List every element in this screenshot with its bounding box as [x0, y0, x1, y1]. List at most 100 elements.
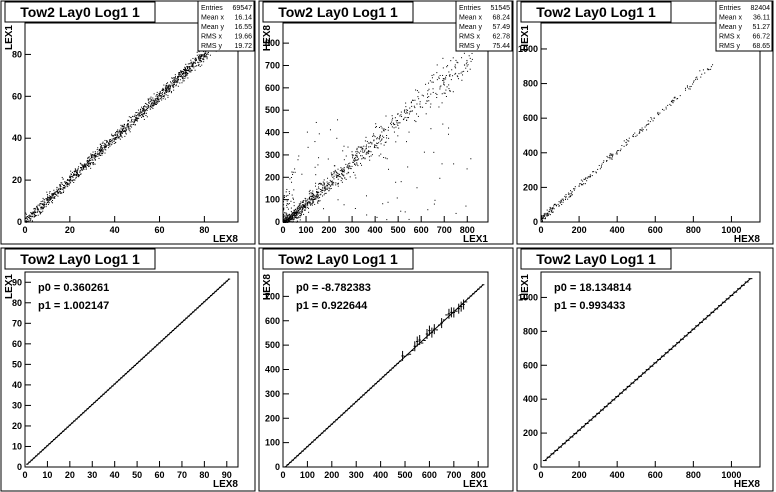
scatter-point — [287, 218, 289, 220]
scatter-point — [299, 212, 301, 214]
scatter-point — [152, 97, 154, 99]
scatter-point — [159, 92, 161, 94]
scatter-point — [284, 212, 286, 214]
scatter-point — [324, 182, 326, 184]
scatter-point — [42, 210, 44, 212]
scatter-point — [699, 70, 701, 72]
scatter-point — [120, 134, 122, 136]
scatter-point — [34, 208, 36, 210]
scatter-point — [635, 135, 637, 137]
scatter-point — [183, 69, 185, 71]
scatter-point — [360, 162, 362, 164]
scatter-point — [570, 195, 572, 197]
scatter-point — [362, 151, 364, 153]
scatter-point — [286, 206, 288, 208]
scatter-point — [33, 208, 35, 210]
scatter-point — [419, 103, 421, 105]
scatter-point — [125, 132, 127, 134]
scatter-point — [101, 142, 103, 144]
scatter-point — [198, 59, 200, 61]
scatter-point — [128, 127, 130, 129]
scatter-point — [105, 143, 107, 145]
scatter-point — [304, 203, 306, 205]
scatter-point — [41, 207, 43, 209]
scatter-point — [303, 206, 305, 208]
scatter-point — [290, 207, 292, 209]
scatter-point — [686, 86, 688, 88]
scatter-point — [560, 201, 562, 203]
scatter-point — [331, 175, 333, 177]
scatter-point — [304, 207, 306, 209]
scatter-point — [314, 166, 316, 168]
scatter-point — [327, 183, 329, 185]
scatter-point — [336, 183, 338, 185]
scatter-point — [316, 196, 318, 198]
scatter-point — [318, 133, 320, 135]
scatter-point — [352, 154, 354, 156]
scatter-point — [609, 156, 611, 158]
scatter-point — [562, 198, 564, 200]
stats-value: 51.27 — [752, 24, 770, 31]
scatter-point — [37, 208, 39, 210]
scatter-point — [332, 176, 334, 178]
scatter-point — [299, 216, 301, 218]
scatter-point — [460, 72, 462, 74]
scatter-point — [356, 147, 358, 149]
scatter-point — [442, 67, 444, 69]
scatter-point — [173, 84, 175, 86]
scatter-point — [644, 126, 646, 128]
scatter-point — [199, 65, 201, 67]
y-tick-label: 60 — [12, 339, 22, 349]
scatter-point — [30, 218, 32, 220]
x-tick-label: 700 — [446, 470, 461, 480]
scatter-point — [101, 149, 103, 151]
scatter-point — [46, 202, 48, 204]
scatter-points — [283, 38, 473, 223]
scatter-point — [300, 205, 302, 207]
scatter-point — [387, 129, 389, 131]
scatter-point — [357, 146, 359, 148]
scatter-point — [393, 127, 395, 129]
scatter-point — [158, 99, 160, 101]
scatter-point — [311, 202, 313, 204]
scatter-point — [123, 125, 125, 127]
stats-value: 51545 — [491, 5, 511, 12]
scatter-point — [612, 153, 614, 155]
scatter-point — [163, 96, 165, 98]
scatter-point — [183, 75, 185, 77]
scatter-point — [187, 77, 189, 79]
scatter-point — [333, 171, 335, 173]
scatter-point — [462, 74, 464, 76]
scatter-point — [310, 204, 312, 206]
scatter-point — [200, 60, 202, 62]
scatter-point — [466, 61, 468, 63]
x-tick-label: 600 — [648, 225, 663, 235]
scatter-point — [314, 185, 316, 187]
scatter-point — [546, 214, 548, 216]
scatter-point — [285, 195, 287, 197]
scatter-point — [27, 216, 29, 218]
scatter-point — [318, 157, 320, 159]
scatter-point — [100, 152, 102, 154]
scatter-point — [294, 168, 296, 170]
scatter-point — [105, 146, 107, 148]
scatter-point — [201, 64, 203, 66]
scatter-point — [439, 74, 441, 76]
x-tick-label: 0 — [538, 470, 543, 480]
scatter-point — [56, 191, 58, 193]
scatter-point — [150, 105, 152, 107]
scatter-point — [300, 205, 302, 207]
scatter-point — [58, 192, 60, 194]
scatter-point — [336, 175, 338, 177]
y-axis-label: HEX1 — [520, 274, 531, 301]
scatter-point — [290, 219, 292, 221]
scatter-point — [147, 106, 149, 108]
scatter-point — [188, 68, 190, 70]
scatter-point — [80, 167, 82, 169]
scatter-point — [388, 126, 390, 128]
scatter-point — [111, 140, 113, 142]
scatter-point — [133, 122, 135, 124]
scatter-point — [354, 154, 356, 156]
scatter-point — [178, 74, 180, 76]
